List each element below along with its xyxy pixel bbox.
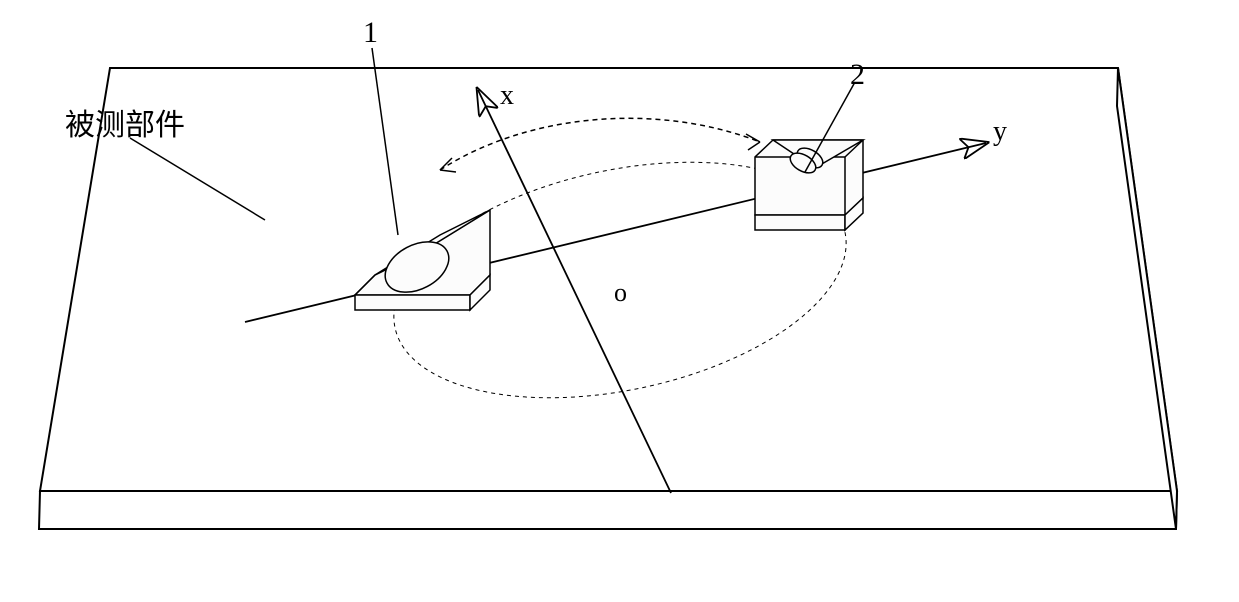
callout-2-label: 2: [850, 58, 865, 92]
axis-y-label: y: [993, 116, 1007, 148]
callout-1-label: 1: [363, 16, 378, 50]
probe-2: [755, 140, 863, 230]
axis-x-label: x: [500, 80, 514, 112]
diagram-container: 被测部件 1 2 x y o: [0, 0, 1239, 602]
origin-label: o: [614, 278, 627, 308]
component-under-test-label: 被测部件: [65, 100, 185, 144]
plate-front-face: [39, 491, 1177, 529]
